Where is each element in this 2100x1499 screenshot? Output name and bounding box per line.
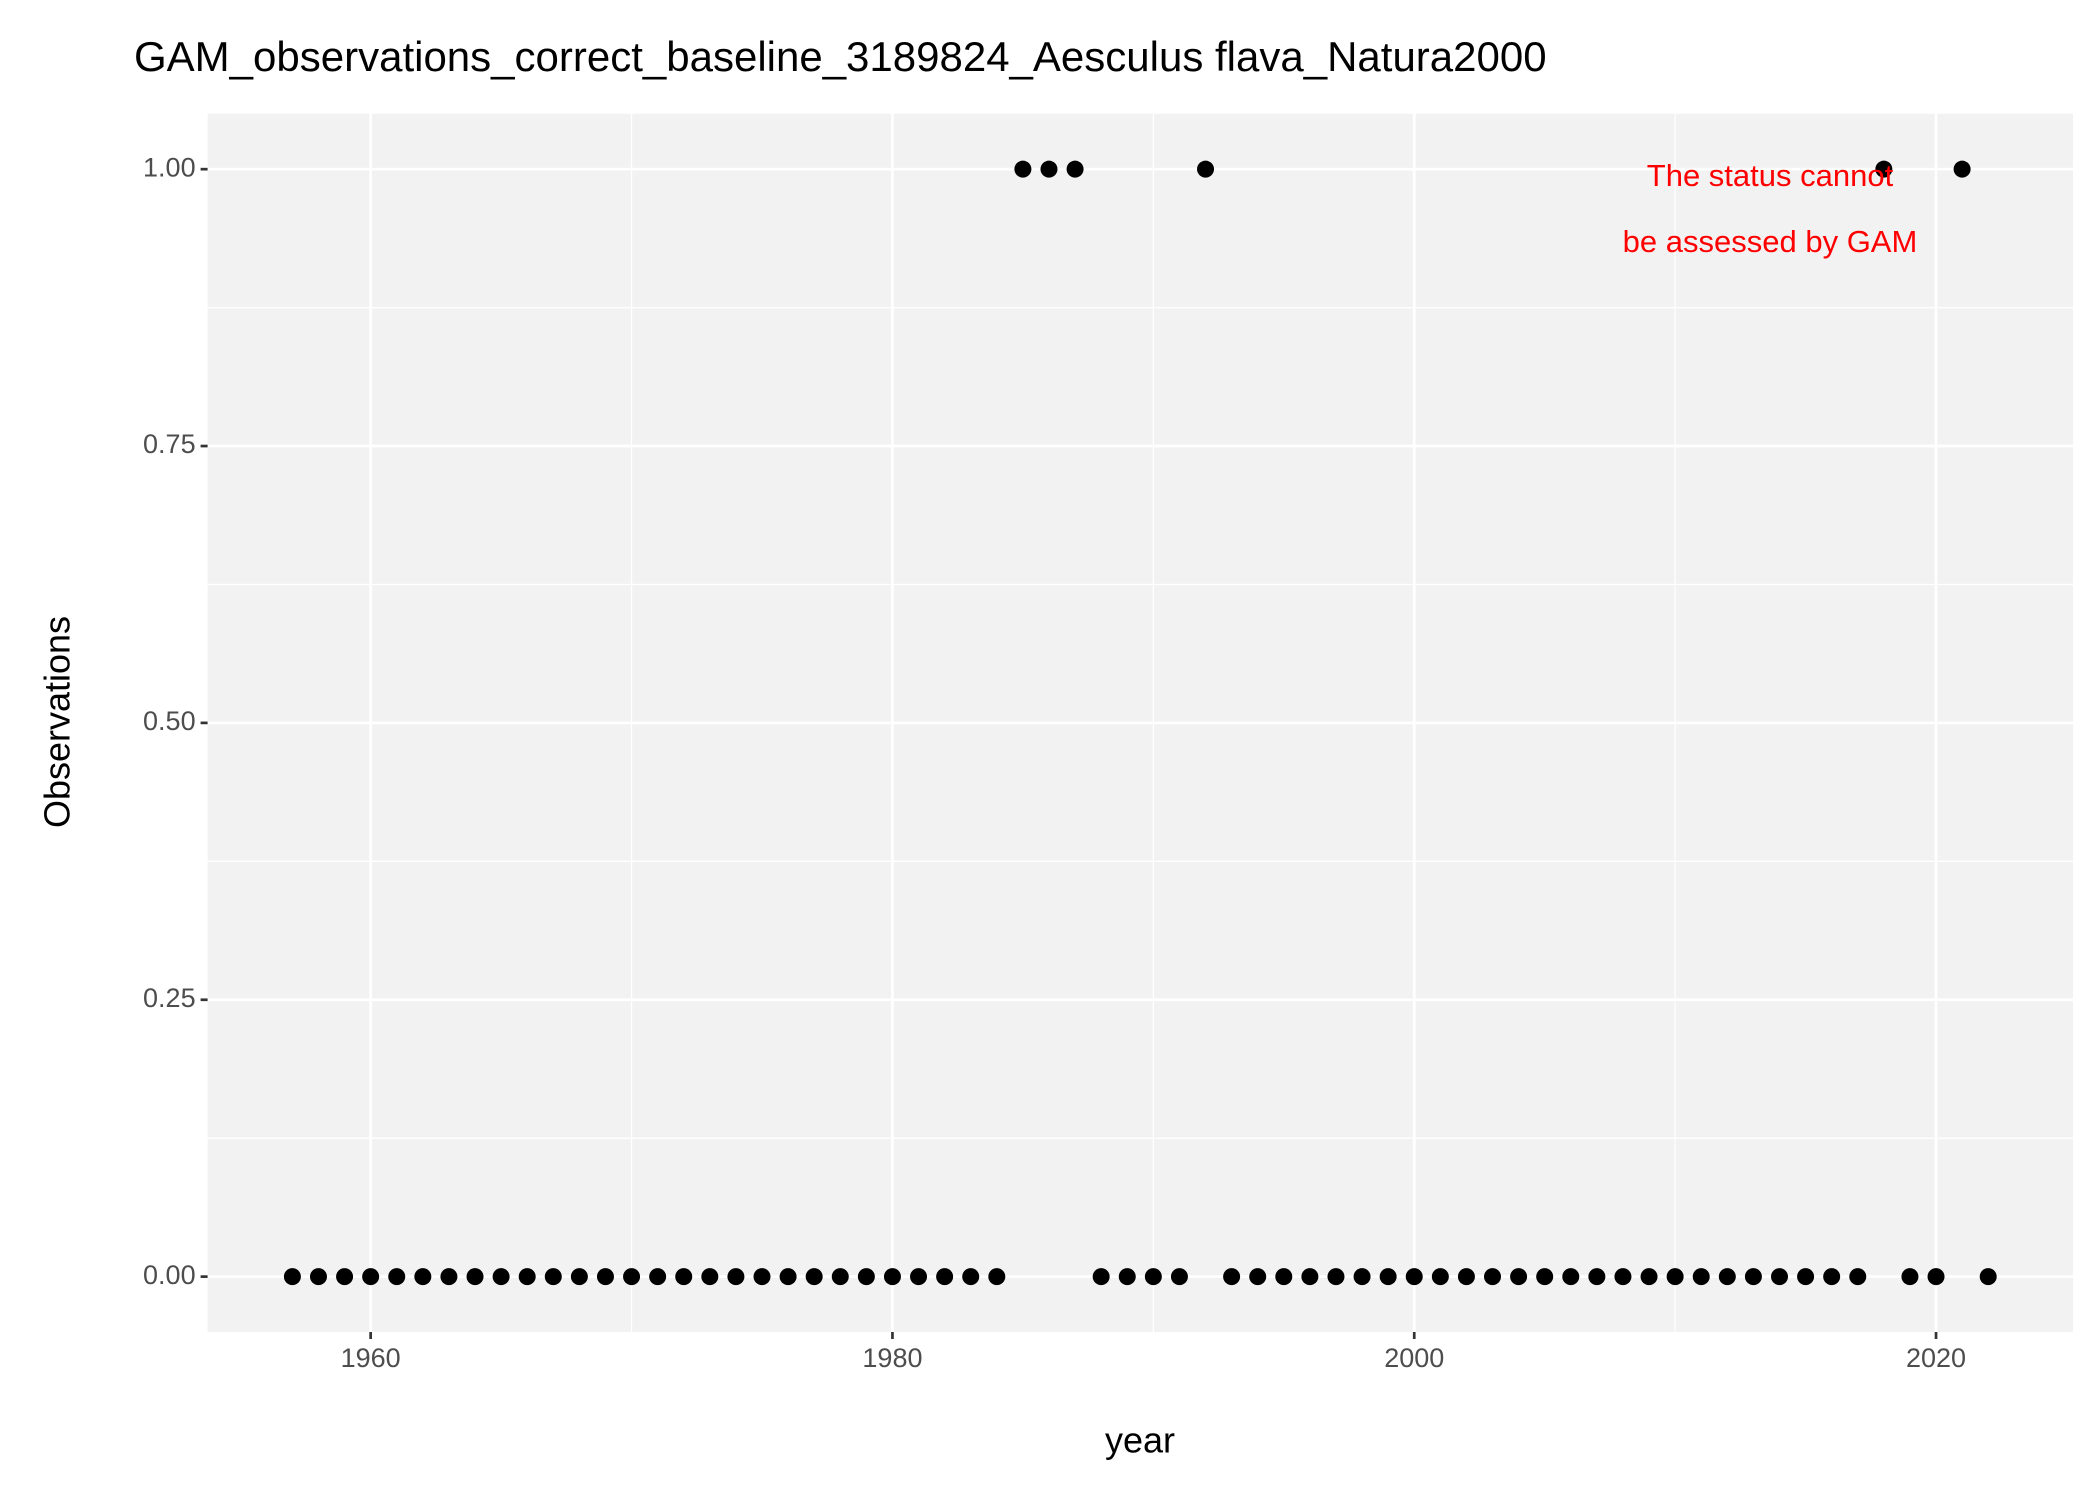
point: [1197, 160, 1215, 178]
point: [1797, 1268, 1815, 1286]
point: [1431, 1268, 1449, 1286]
point: [1170, 1268, 1188, 1286]
point: [1640, 1268, 1658, 1286]
annotation: The status cannot: [1647, 158, 1894, 193]
point: [1588, 1268, 1606, 1286]
point: [1144, 1268, 1162, 1286]
point: [1275, 1268, 1293, 1286]
x-tick-label: 2000: [1384, 1343, 1444, 1373]
point: [362, 1268, 380, 1286]
point: [779, 1268, 797, 1286]
y-tick-label: 0.00: [143, 1260, 196, 1290]
point: [675, 1268, 693, 1286]
point: [1510, 1268, 1528, 1286]
point: [1562, 1268, 1580, 1286]
point: [727, 1268, 745, 1286]
x-axis-title: year: [1105, 1420, 1175, 1461]
point: [988, 1268, 1006, 1286]
point: [1979, 1268, 1997, 1286]
point: [1327, 1268, 1345, 1286]
point: [283, 1268, 301, 1286]
point: [623, 1268, 641, 1286]
point: [1249, 1268, 1267, 1286]
point: [1744, 1268, 1762, 1286]
point: [1849, 1268, 1867, 1286]
y-axis-title: Observations: [37, 616, 78, 828]
point: [883, 1268, 901, 1286]
point: [440, 1268, 458, 1286]
point: [936, 1268, 954, 1286]
point: [701, 1268, 719, 1286]
y-tick-label: 0.75: [143, 429, 196, 459]
y-tick-label: 0.50: [143, 706, 196, 736]
point: [910, 1268, 928, 1286]
point: [596, 1268, 614, 1286]
point: [309, 1268, 327, 1286]
point: [466, 1268, 484, 1286]
point: [1484, 1268, 1502, 1286]
point: [1770, 1268, 1788, 1286]
point: [831, 1268, 849, 1286]
point: [1223, 1268, 1241, 1286]
point: [336, 1268, 354, 1286]
point: [1405, 1268, 1423, 1286]
point: [1823, 1268, 1841, 1286]
point: [1927, 1268, 1945, 1286]
point: [1875, 160, 1893, 178]
point: [570, 1268, 588, 1286]
y-tick-label: 1.00: [143, 152, 196, 182]
chart-title: GAM_observations_correct_baseline_318982…: [134, 33, 1547, 80]
point: [492, 1268, 510, 1286]
point: [1718, 1268, 1736, 1286]
point: [1692, 1268, 1710, 1286]
point: [1014, 160, 1032, 178]
point: [1118, 1268, 1136, 1286]
point: [388, 1268, 406, 1286]
point: [857, 1268, 875, 1286]
x-tick-label: 1960: [341, 1343, 401, 1373]
point: [1301, 1268, 1319, 1286]
point: [962, 1268, 980, 1286]
point: [649, 1268, 667, 1286]
point: [1066, 160, 1084, 178]
point: [1092, 1268, 1110, 1286]
point: [1457, 1268, 1475, 1286]
point: [753, 1268, 771, 1286]
point: [805, 1268, 823, 1286]
point: [1953, 160, 1971, 178]
point: [1614, 1268, 1632, 1286]
x-tick-label: 2020: [1906, 1343, 1966, 1373]
point: [518, 1268, 536, 1286]
point: [544, 1268, 562, 1286]
x-tick-label: 1980: [862, 1343, 922, 1373]
point: [1040, 160, 1058, 178]
point: [414, 1268, 432, 1286]
annotation: be assessed by GAM: [1623, 224, 1918, 259]
point: [1379, 1268, 1397, 1286]
point: [1901, 1268, 1919, 1286]
y-tick-label: 0.25: [143, 983, 196, 1013]
point: [1353, 1268, 1371, 1286]
point: [1536, 1268, 1554, 1286]
point: [1666, 1268, 1684, 1286]
